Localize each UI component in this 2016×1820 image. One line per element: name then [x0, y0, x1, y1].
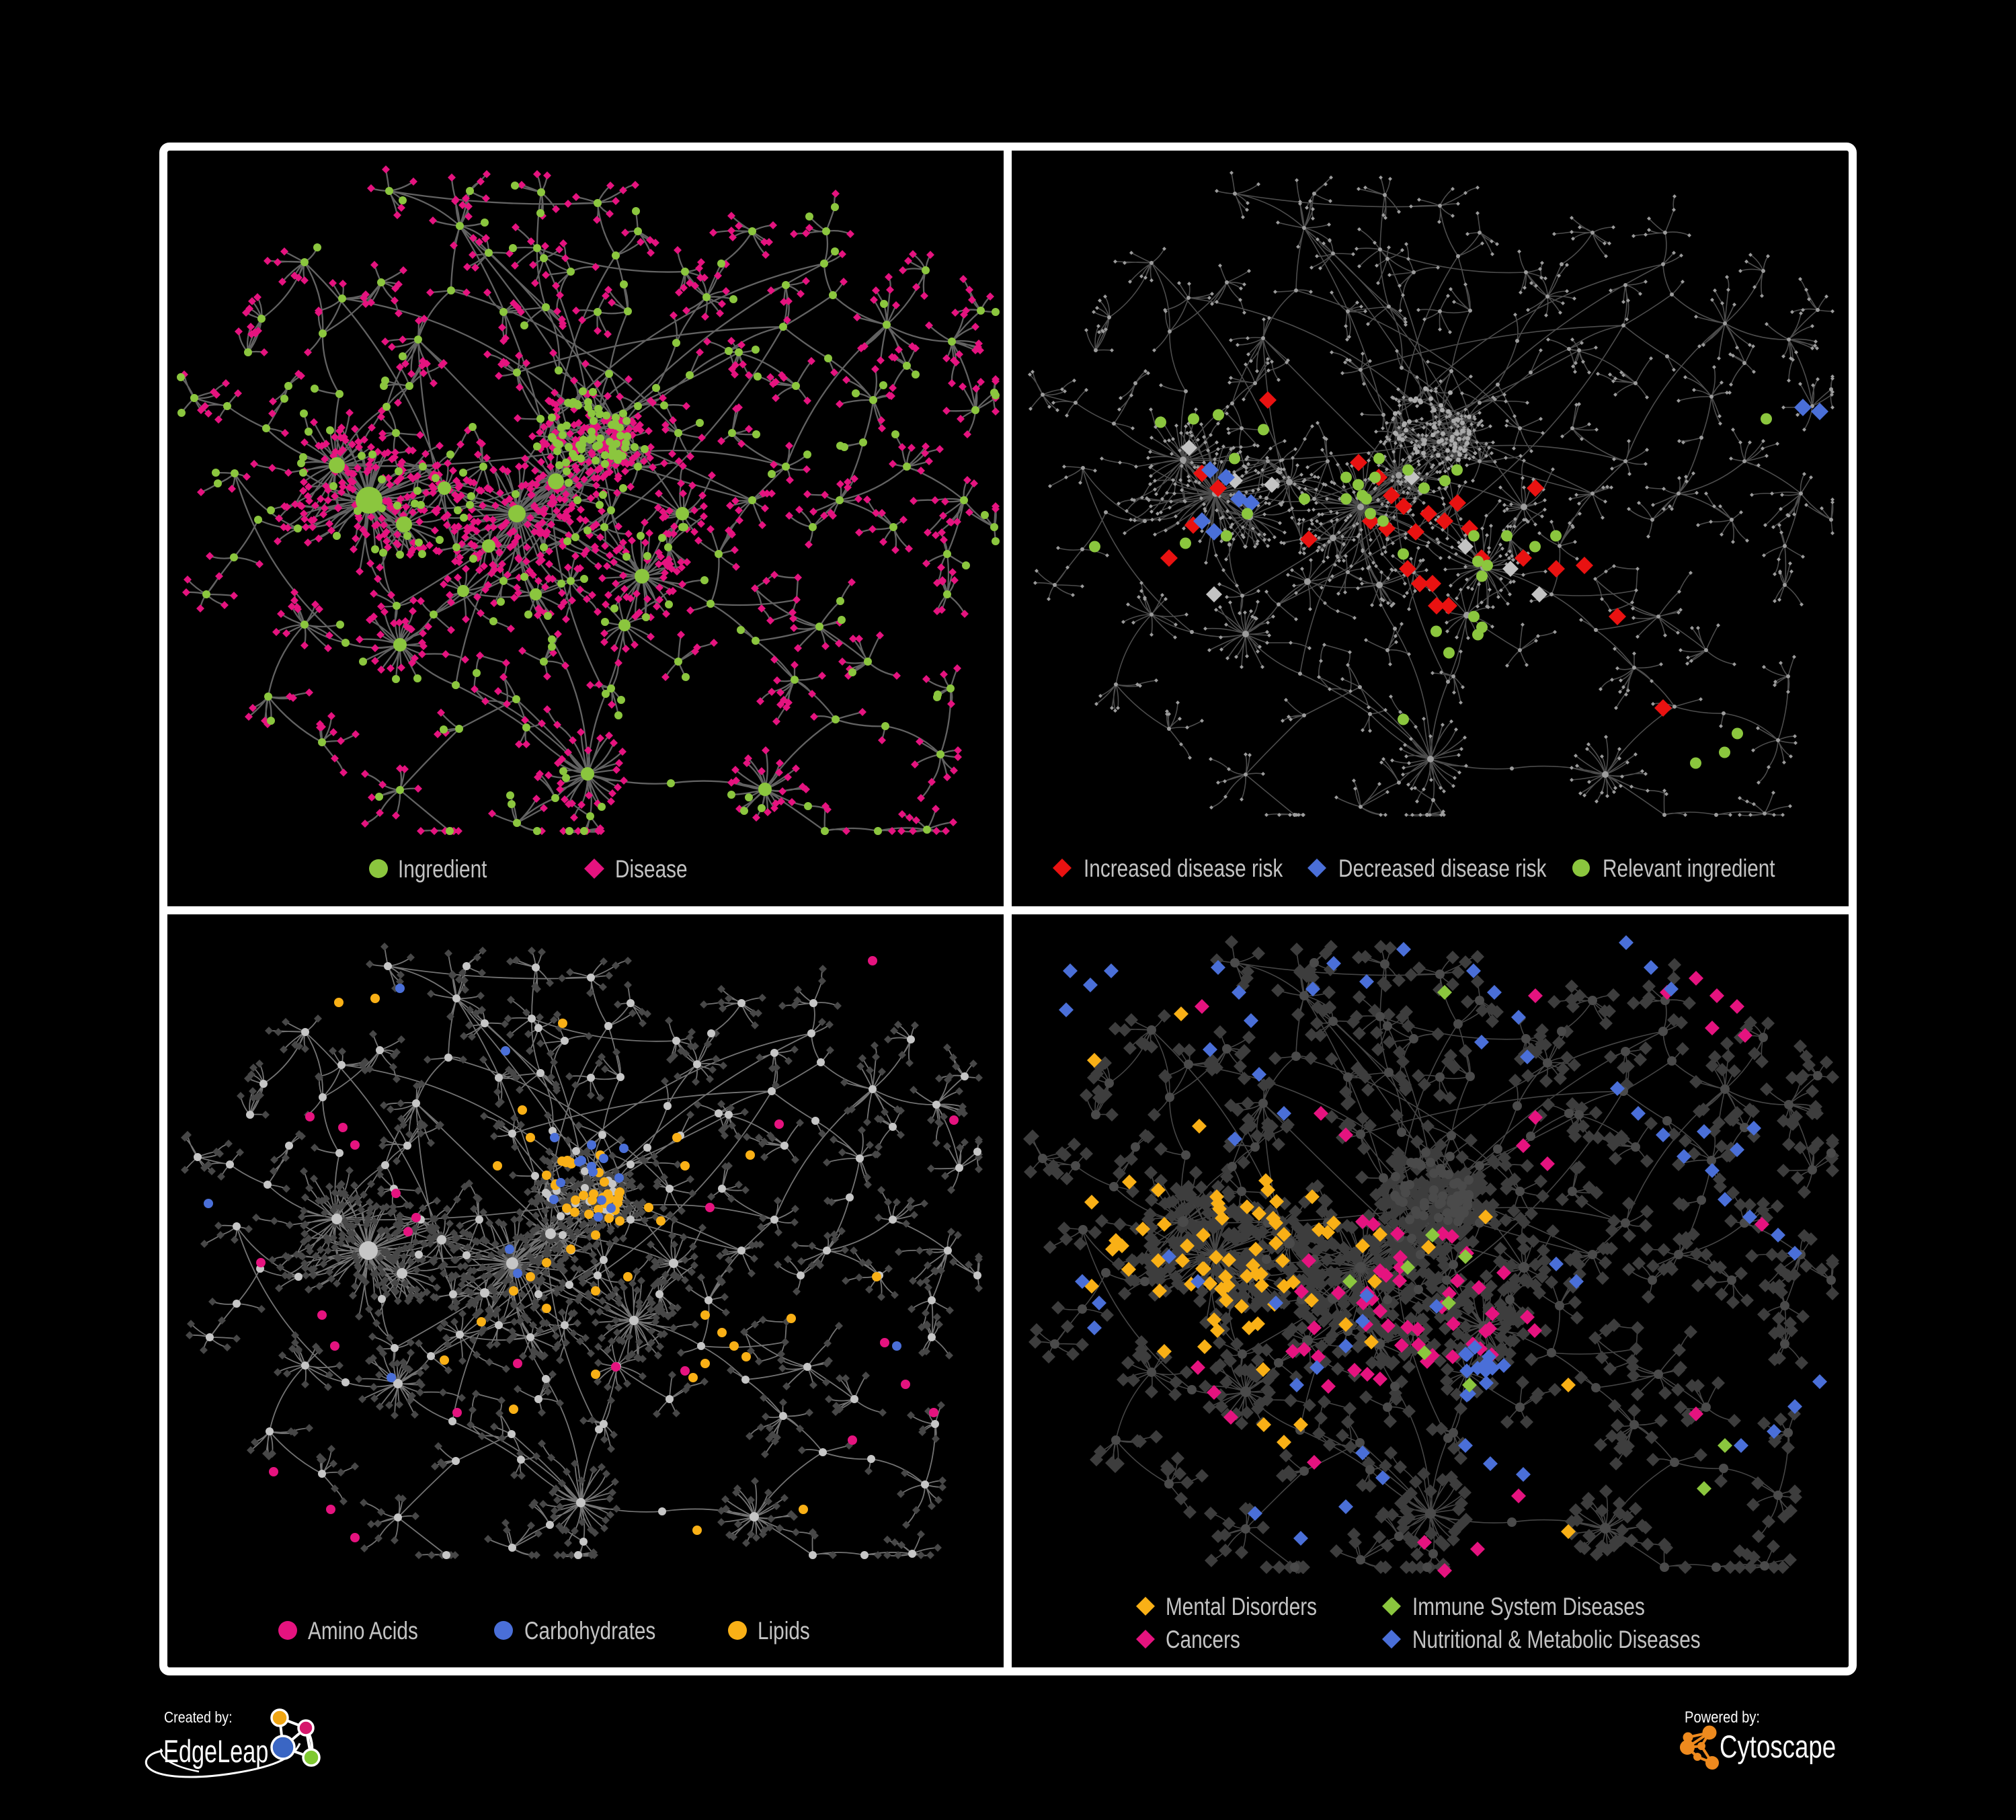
svg-text:Ingredient: Ingredient: [398, 856, 487, 883]
svg-text:Increased disease risk: Increased disease risk: [1084, 855, 1283, 883]
svg-text:Decreased disease risk: Decreased disease risk: [1338, 855, 1547, 883]
svg-text:EdgeLeap: EdgeLeap: [163, 1734, 268, 1770]
svg-text:Cytoscape: Cytoscape: [1720, 1729, 1836, 1764]
svg-text:Disease: Disease: [615, 856, 688, 883]
svg-text:Nutritional & Metabolic Diseas: Nutritional & Metabolic Diseases: [1412, 1626, 1701, 1654]
svg-text:Relevant ingredient: Relevant ingredient: [1603, 855, 1775, 883]
svg-text:Amino Acids: Amino Acids: [308, 1618, 418, 1645]
svg-text:Immune System Diseases: Immune System Diseases: [1412, 1593, 1645, 1621]
svg-text:Cancers: Cancers: [1166, 1626, 1240, 1654]
svg-text:Lipids: Lipids: [758, 1618, 810, 1645]
svg-text:Powered by:: Powered by:: [1685, 1708, 1760, 1726]
svg-text:Created by:: Created by:: [164, 1709, 233, 1727]
svg-text:Mental Disorders: Mental Disorders: [1166, 1593, 1317, 1621]
svg-text:Carbohydrates: Carbohydrates: [524, 1618, 655, 1645]
